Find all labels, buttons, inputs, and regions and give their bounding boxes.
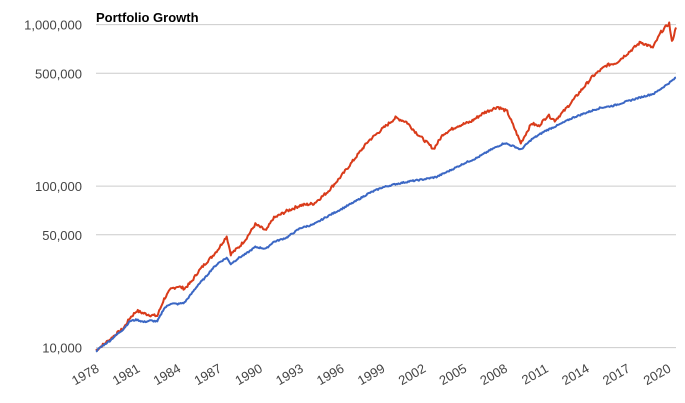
x-tick-label: 2020 <box>641 361 674 388</box>
x-tick-label: 1978 <box>69 361 102 388</box>
x-tick-label: 2008 <box>477 361 510 388</box>
series-line-1 <box>95 76 677 353</box>
x-tick-label: 2005 <box>437 361 470 388</box>
x-tick-label: 1999 <box>355 361 388 388</box>
y-tick-label: 1,000,000 <box>24 18 82 33</box>
x-axis-ticks: 1978 1981 1984 1987 1990 1993 1996 1999 2002 2005… <box>69 361 673 388</box>
y-tick-label: 50,000 <box>42 228 82 243</box>
y-tick-label: 500,000 <box>35 66 82 81</box>
y-tick-label: 10,000 <box>42 341 82 356</box>
x-tick-label: 1984 <box>151 361 184 388</box>
x-tick-label: 2014 <box>559 361 592 388</box>
x-tick-label: 1993 <box>273 361 306 388</box>
y-tick-label: 100,000 <box>35 179 82 194</box>
x-tick-label: 2017 <box>600 361 633 388</box>
x-tick-label: 1990 <box>232 361 265 388</box>
x-tick-label: 1981 <box>110 361 143 388</box>
x-tick-label: 2002 <box>396 361 429 388</box>
chart-title: Portfolio Growth <box>96 10 199 25</box>
series-line-0 <box>95 21 677 352</box>
x-tick-label: 2011 <box>519 361 551 388</box>
x-tick-label: 1996 <box>314 361 347 388</box>
x-tick-label: 1987 <box>191 361 224 388</box>
y-axis-ticks: 10,000 50,000 100,000 500,000 1,000,000 <box>24 18 82 356</box>
series-lines <box>95 21 677 353</box>
